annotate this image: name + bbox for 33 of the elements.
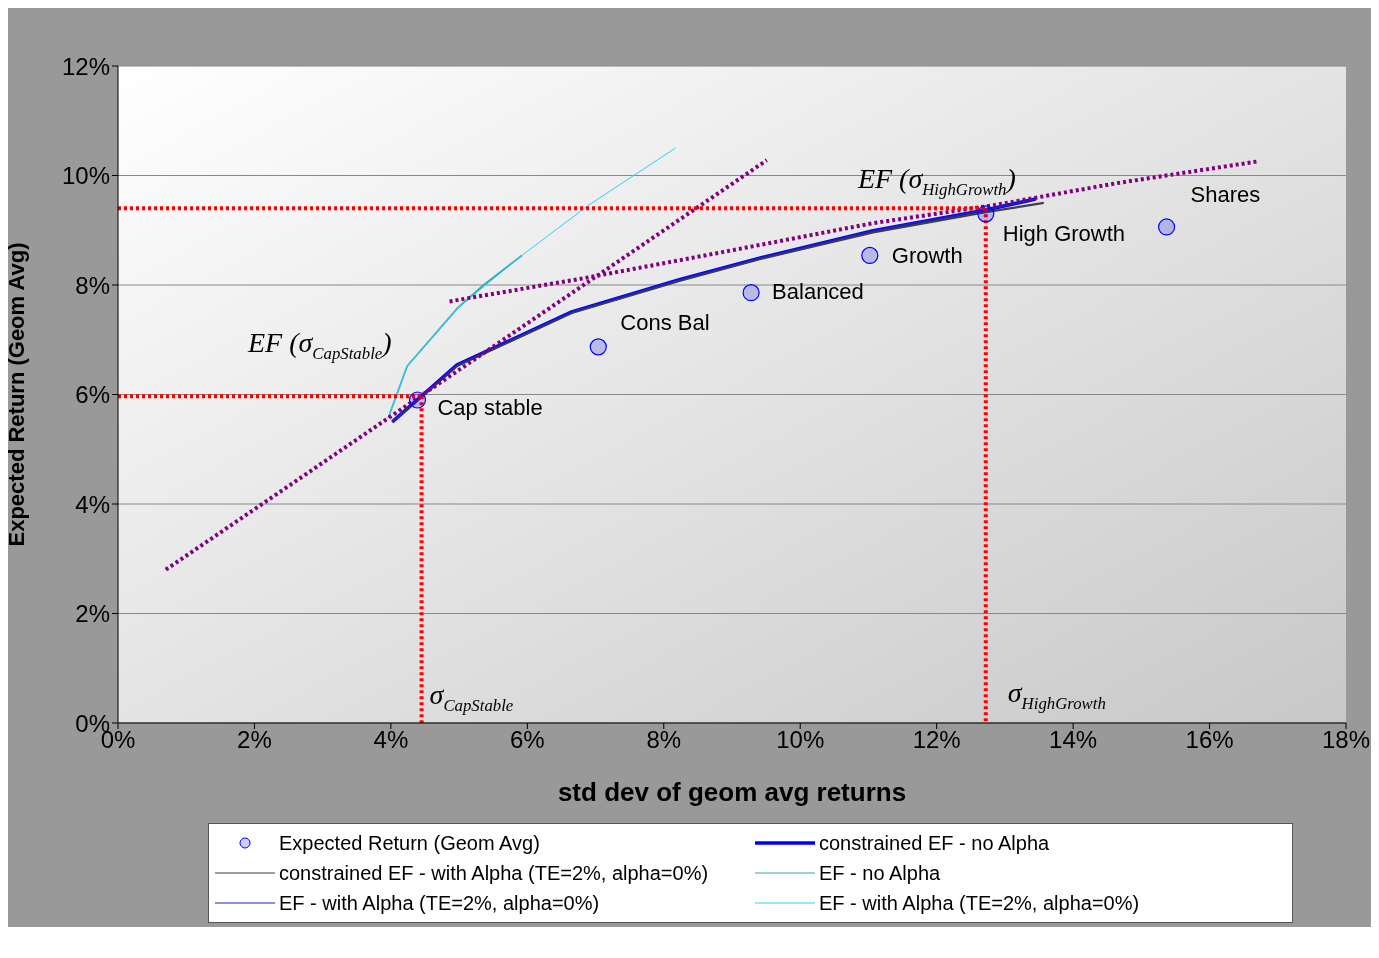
- x-tick-label: 16%: [1185, 726, 1234, 754]
- y-tick-label: 12%: [61, 52, 110, 80]
- annotation: EF (σ$_{HighGrowth}$): [856, 163, 1016, 200]
- annotation: Shares: [1190, 181, 1261, 207]
- annotation: σ$_{HighGrowth}$: [1007, 677, 1106, 714]
- legend-label: constrained EF - with Alpha (TE=2%, alpha=0%): [279, 861, 709, 885]
- legend-label: EF - no Alpha: [819, 861, 941, 885]
- x-tick-label: 6%: [509, 726, 545, 754]
- y-axis-title: Expected Return (Geom Avg): [3, 242, 29, 547]
- x-tick-label: 2%: [237, 726, 272, 754]
- legend-label: Expected Return (Geom Avg): [279, 831, 540, 855]
- x-tick-label: 8%: [646, 726, 682, 754]
- x-axis-title: std dev of geom avg returns: [557, 777, 907, 807]
- x-tick-label: 4%: [373, 726, 409, 754]
- annotation: σ$_{CapStable}$: [429, 679, 514, 716]
- annotation: Cons Bal: [620, 309, 710, 335]
- annotation: Cap stable: [437, 394, 543, 420]
- legend-label: constrained EF - no Alpha: [819, 831, 1050, 855]
- annotation: Balanced: [772, 278, 864, 304]
- y-tick-label: 8%: [75, 271, 110, 299]
- x-tick-label: 14%: [1049, 726, 1098, 754]
- annotation: Growth: [891, 243, 963, 269]
- x-tick-label: 10%: [776, 726, 825, 754]
- annotation: EF (σ$_{CapStable}$): [247, 327, 392, 364]
- y-tick-label: 2%: [75, 600, 110, 628]
- x-tick-label: 12%: [912, 726, 961, 754]
- legend-label: EF - with Alpha (TE=2%, alpha=0%): [819, 891, 1140, 915]
- x-tick-label: 18%: [1321, 726, 1371, 754]
- annotation: High Growth: [1002, 220, 1126, 246]
- y-tick-label: 10%: [61, 162, 110, 190]
- y-tick-label: 4%: [75, 490, 110, 518]
- y-tick-label: 6%: [75, 381, 110, 409]
- legend-label: EF - with Alpha (TE=2%, alpha=0%): [279, 891, 600, 915]
